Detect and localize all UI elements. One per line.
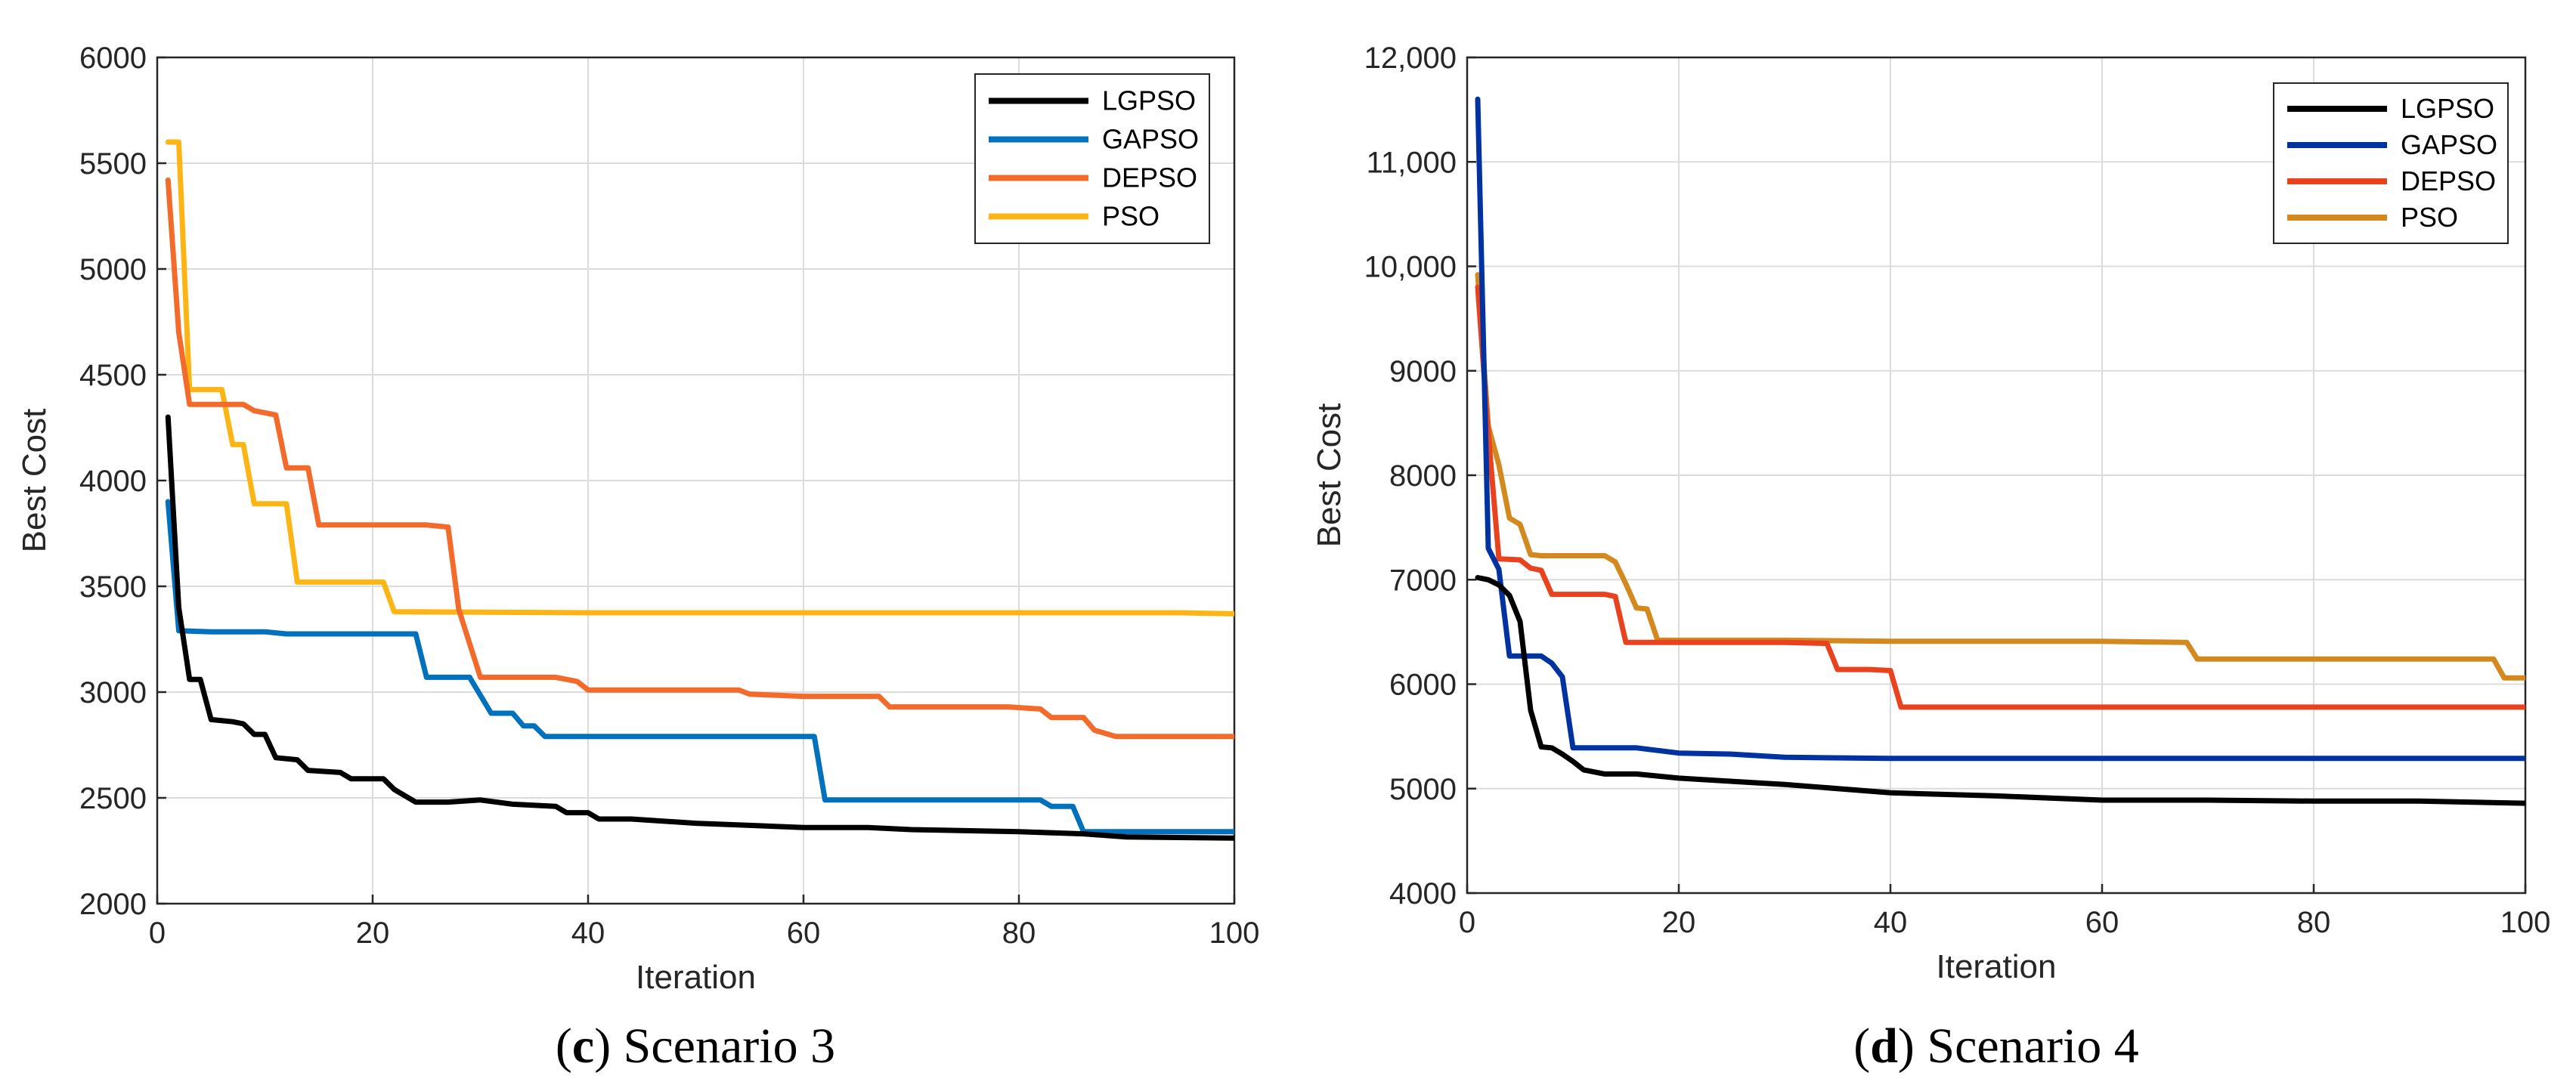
y-tick-label: 10,000 — [1364, 251, 1457, 284]
x-axis-label: Iteration — [1937, 948, 2057, 985]
x-tick-label: 40 — [1874, 906, 1908, 939]
x-tick-label: 0 — [149, 916, 166, 950]
x-tick-label: 60 — [787, 916, 821, 950]
legend-label-depso: DEPSO — [2401, 165, 2496, 196]
y-tick-label: 6000 — [1389, 669, 1457, 702]
y-tick-label: 11,000 — [1367, 146, 1457, 179]
series-line-depso — [165, 177, 1234, 740]
legend: LGPSO GAPSO DEPSO PSO — [974, 73, 1210, 244]
y-tick-label: 2000 — [79, 888, 147, 921]
chart-panel-d: 0 20 40 60 80 100 4000 5000 6000 7000 8000 9000 10,0… — [1311, 42, 2550, 1074]
series-line-gapso — [1475, 96, 2525, 762]
caption-letter: d — [1870, 1018, 1898, 1074]
caption-paren-open: ( — [1853, 1018, 1870, 1074]
legend-label-lgpso: LGPSO — [2401, 93, 2494, 124]
x-tick-label: 80 — [1002, 916, 1036, 950]
caption-text: Scenario 3 — [624, 1018, 835, 1074]
series-line-pso — [165, 139, 1234, 617]
chart-panel-c: 0 20 40 60 80 100 2000 2500 3000 3500 4000 4500 5000… — [16, 42, 1259, 1074]
x-tick-label: 80 — [2297, 906, 2331, 939]
x-tick-label: 60 — [2085, 906, 2119, 939]
caption-paren-close: ) — [594, 1018, 623, 1074]
series-line-pso — [1475, 272, 2525, 681]
caption-paren-close: ) — [1898, 1018, 1927, 1074]
y-tick-label: 5000 — [1389, 773, 1457, 806]
x-tick-label: 40 — [571, 916, 605, 950]
y-tick-label: 4500 — [79, 359, 147, 392]
legend-label-gapso: GAPSO — [2401, 129, 2497, 160]
x-tick-label: 0 — [1459, 906, 1475, 939]
legend-label-pso: PSO — [1102, 201, 1160, 232]
series-line-lgpso — [1475, 575, 2525, 806]
y-tick-label: 5000 — [79, 253, 147, 286]
panel-caption: (c) Scenario 3 — [556, 1018, 835, 1074]
caption-text: Scenario 4 — [1927, 1018, 2138, 1074]
series-line-depso — [1475, 284, 2525, 710]
legend-label-gapso: GAPSO — [1102, 124, 1199, 155]
legend-label-lgpso: LGPSO — [1102, 85, 1196, 116]
y-tick-label: 5500 — [79, 147, 147, 181]
series-line-lgpso — [165, 414, 1234, 841]
y-tick-label: 3000 — [79, 676, 147, 709]
y-tick-label: 7000 — [1389, 564, 1457, 597]
legend: LGPSO GAPSO DEPSO PSO — [2273, 82, 2509, 244]
caption-paren-open: ( — [556, 1018, 572, 1074]
legend-label-pso: PSO — [2401, 202, 2458, 233]
y-tick-label: 4000 — [1389, 877, 1457, 910]
y-tick-label: 4000 — [79, 465, 147, 498]
y-tick-label: 2500 — [79, 782, 147, 815]
y-tick-label: 9000 — [1389, 355, 1457, 388]
y-axis-label: Best Cost — [1311, 403, 1348, 548]
x-tick-label: 20 — [356, 916, 390, 950]
series-line-gapso — [165, 499, 1234, 835]
series-lines — [1475, 96, 2525, 806]
legend-label-depso: DEPSO — [1102, 162, 1197, 193]
panel-caption: (d) Scenario 4 — [1853, 1018, 2139, 1074]
y-tick-label: 12,000 — [1364, 42, 1457, 75]
y-tick-label: 8000 — [1389, 459, 1457, 493]
x-tick-label: 100 — [2500, 906, 2551, 939]
series-lines — [165, 139, 1234, 841]
y-tick-label: 6000 — [79, 42, 147, 75]
x-tick-label: 100 — [1209, 916, 1260, 950]
y-axis-label: Best Cost — [16, 409, 53, 553]
caption-letter: c — [572, 1018, 594, 1074]
x-axis-label: Iteration — [636, 959, 756, 996]
y-tick-label: 3500 — [79, 570, 147, 604]
x-tick-label: 20 — [1662, 906, 1696, 939]
